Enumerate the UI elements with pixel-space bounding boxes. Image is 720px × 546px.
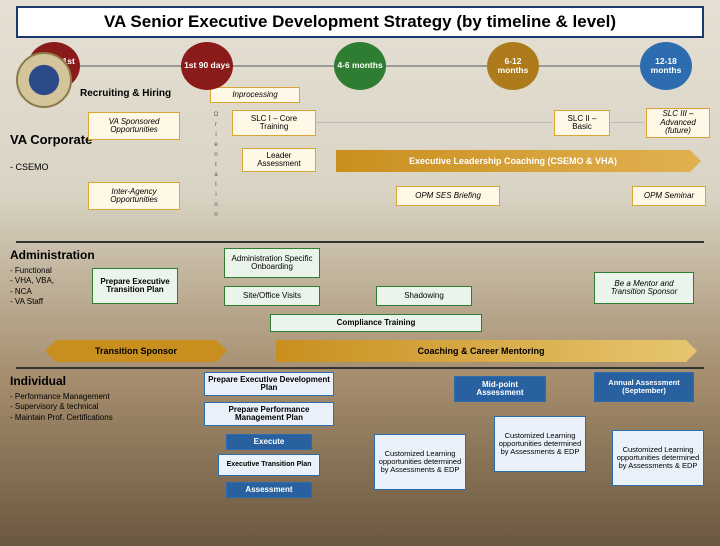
list-item: - Maintain Prof. Certifications xyxy=(10,413,113,423)
timeline-row: Before 1st day 1st 90 days 4-6 months 6-… xyxy=(0,42,720,88)
prep-pmp-box: Prepare Performance Management Plan xyxy=(204,402,334,426)
exec-trans-box: Executive Transition Plan xyxy=(218,454,320,476)
midpoint-box: Mid-point Assessment xyxy=(454,376,546,402)
interagency-box: Inter-Agency Opportunities xyxy=(88,182,180,210)
timeline-circle: 12-18 months xyxy=(640,42,692,90)
va-seal-icon xyxy=(16,52,72,108)
divider xyxy=(16,367,704,369)
shadowing-box: Shadowing xyxy=(376,286,472,306)
arrow-label: Coaching & Career Mentoring xyxy=(417,346,544,356)
list-item: - NCA xyxy=(10,287,54,297)
cust1-box: Customized Learning opportunities determ… xyxy=(374,434,466,490)
prep-exec-box: Prepare Executive Transition Plan xyxy=(92,268,178,304)
arrow-tail-icon xyxy=(45,340,56,362)
divider xyxy=(16,241,704,243)
inprocessing-box: Inprocessing xyxy=(210,87,300,103)
orientation-vertical: Orientation xyxy=(212,110,220,220)
timeline-circle: 6-12 months xyxy=(487,42,539,90)
list-item: - Functional xyxy=(10,266,54,276)
transition-sponsor-arrow: Transition Sponsor xyxy=(56,340,216,362)
annual-box: Annual Assessment (September) xyxy=(594,372,694,402)
opm-brief-box: OPM SES Briefing xyxy=(396,186,500,206)
mentor-box: Be a Mentor and Transition Sponsor xyxy=(594,272,694,304)
list-item: - VA Staff xyxy=(10,297,54,307)
coaching-arrow-label: Executive Leadership Coaching (CSEMO & V… xyxy=(409,156,617,166)
coaching-arrow: Executive Leadership Coaching (CSEMO & V… xyxy=(336,150,690,172)
assessment-box: Assessment xyxy=(226,482,312,498)
slc2-box: SLC II – Basic xyxy=(554,110,610,136)
csemo-label: - CSEMO xyxy=(10,162,49,172)
va-sponsored-box: VA Sponsored Opportunities xyxy=(88,112,180,140)
list-item: - VHA, VBA, xyxy=(10,276,54,286)
page-title: VA Senior Executive Development Strategy… xyxy=(16,6,704,38)
compliance-box: Compliance Training xyxy=(270,314,482,332)
connector-line xyxy=(610,122,644,123)
prep-edp-box: Prepare Executive Development Plan xyxy=(204,372,334,396)
list-item: - Performance Management xyxy=(10,392,113,402)
coaching-mentoring-arrow: Coaching & Career Mentoring xyxy=(276,340,686,362)
cust2-box: Customized Learning opportunities determ… xyxy=(494,416,586,472)
timeline-circle: 1st 90 days xyxy=(181,42,233,90)
site-visits-box: Site/Office Visits xyxy=(224,286,320,306)
individual-label: Individual xyxy=(10,374,66,388)
individual-sublist: - Performance Management - Supervisory &… xyxy=(10,392,113,423)
opm-seminar-box: OPM Seminar xyxy=(632,186,706,206)
list-item: - Supervisory & technical xyxy=(10,402,113,412)
execute-box: Execute xyxy=(226,434,312,450)
arrow-label: Transition Sponsor xyxy=(95,346,177,356)
slc1-box: SLC I – Core Training xyxy=(232,110,316,136)
admin-sublist: - Functional - VHA, VBA, - NCA - VA Staf… xyxy=(10,266,54,308)
cust3-box: Customized Learning opportunities determ… xyxy=(612,430,704,486)
leader-assess-box: Leader Assessment xyxy=(242,148,316,172)
connector-line xyxy=(316,122,552,123)
admin-onboard-box: Administration Specific Onboarding xyxy=(224,248,320,278)
recruiting-label: Recruiting & Hiring xyxy=(80,88,171,99)
administration-label: Administration xyxy=(10,248,95,262)
slc3-box: SLC III – Advanced (future) xyxy=(646,108,710,138)
timeline-circle: 4-6 months xyxy=(334,42,386,90)
va-corporate-label: VA Corporate xyxy=(10,132,92,147)
